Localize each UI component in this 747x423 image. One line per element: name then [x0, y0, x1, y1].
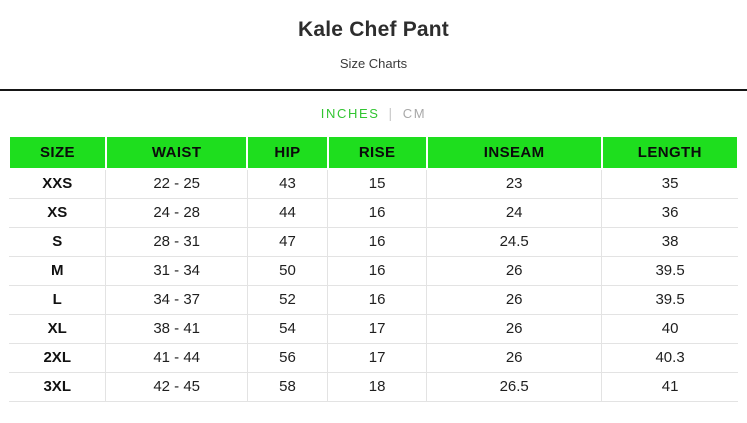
column-header-hip: HIP [246, 135, 329, 170]
value-cell: 28 - 31 [105, 226, 248, 257]
size-cell: XS [9, 197, 107, 228]
value-cell: 16 [327, 255, 428, 286]
unit-toggle: INCHES | CM [0, 91, 747, 135]
value-cell: 39.5 [601, 255, 738, 286]
value-cell: 16 [327, 284, 428, 315]
value-cell: 38 - 41 [105, 313, 248, 344]
value-cell: 31 - 34 [105, 255, 248, 286]
value-cell: 17 [327, 342, 428, 373]
value-cell: 17 [327, 313, 428, 344]
value-cell: 26 [426, 342, 603, 373]
value-cell: 15 [327, 168, 428, 199]
table-row: L 34 - 37 52 16 26 39.5 [9, 284, 738, 315]
value-cell: 22 - 25 [105, 168, 248, 199]
value-cell: 38 [601, 226, 738, 257]
unit-option-inches[interactable]: INCHES [320, 105, 380, 121]
value-cell: 58 [246, 371, 329, 402]
value-cell: 24.5 [426, 226, 603, 257]
value-cell: 16 [327, 197, 428, 228]
column-header-rise: RISE [326, 135, 428, 170]
value-cell: 34 - 37 [105, 284, 248, 315]
value-cell: 54 [246, 313, 329, 344]
unit-separator: | [388, 105, 394, 121]
unit-option-cm[interactable]: CM [402, 105, 427, 121]
value-cell: 43 [246, 168, 329, 199]
value-cell: 42 - 45 [105, 371, 248, 402]
column-header-length: LENGTH [600, 135, 740, 170]
table-row: XXS 22 - 25 43 15 23 35 [9, 168, 738, 199]
size-cell: XL [9, 313, 107, 344]
table-header-row: SIZE WAIST HIP RISE INSEAM LENGTH [8, 135, 740, 170]
table-row: S 28 - 31 47 16 24.5 38 [9, 226, 738, 257]
size-cell: 2XL [9, 342, 107, 373]
value-cell: 41 [601, 371, 738, 402]
column-header-inseam: INSEAM [425, 135, 603, 170]
table-row: XS 24 - 28 44 16 24 36 [9, 197, 738, 228]
value-cell: 36 [601, 197, 738, 228]
value-cell: 44 [246, 197, 329, 228]
table-row: XL 38 - 41 54 17 26 40 [9, 313, 738, 344]
value-cell: 40 [601, 313, 738, 344]
value-cell: 26.5 [426, 371, 603, 402]
size-cell: XXS [9, 168, 107, 199]
column-header-size: SIZE [8, 135, 107, 170]
size-chart-table: SIZE WAIST HIP RISE INSEAM LENGTH XXS 22 - 25 4… [8, 135, 740, 402]
column-header-waist: WAIST [104, 135, 249, 170]
value-cell: 26 [426, 313, 603, 344]
value-cell: 23 [426, 168, 603, 199]
value-cell: 24 [426, 197, 603, 228]
size-cell: 3XL [9, 371, 107, 402]
table-row: 2XL 41 - 44 56 17 26 40.3 [9, 342, 738, 373]
header-divider [0, 89, 747, 91]
size-chart-section: SIZE WAIST HIP RISE INSEAM LENGTH XXS 22 - 25 4… [0, 135, 747, 402]
value-cell: 47 [246, 226, 329, 257]
size-cell: L [9, 284, 107, 315]
value-cell: 26 [426, 255, 603, 286]
size-cell: S [9, 226, 107, 257]
value-cell: 50 [246, 255, 329, 286]
page-subtitle: Size Charts [339, 56, 408, 71]
value-cell: 41 - 44 [105, 342, 248, 373]
value-cell: 52 [246, 284, 329, 315]
value-cell: 39.5 [601, 284, 738, 315]
value-cell: 35 [601, 168, 738, 199]
value-cell: 16 [327, 226, 428, 257]
value-cell: 40.3 [601, 342, 738, 373]
value-cell: 26 [426, 284, 603, 315]
page-title: Kale Chef Pant [298, 18, 449, 41]
table-row: M 31 - 34 50 16 26 39.5 [9, 255, 738, 286]
value-cell: 56 [246, 342, 329, 373]
table-row: 3XL 42 - 45 58 18 26.5 41 [9, 371, 738, 402]
size-cell: M [9, 255, 107, 286]
value-cell: 24 - 28 [105, 197, 248, 228]
value-cell: 18 [327, 371, 428, 402]
